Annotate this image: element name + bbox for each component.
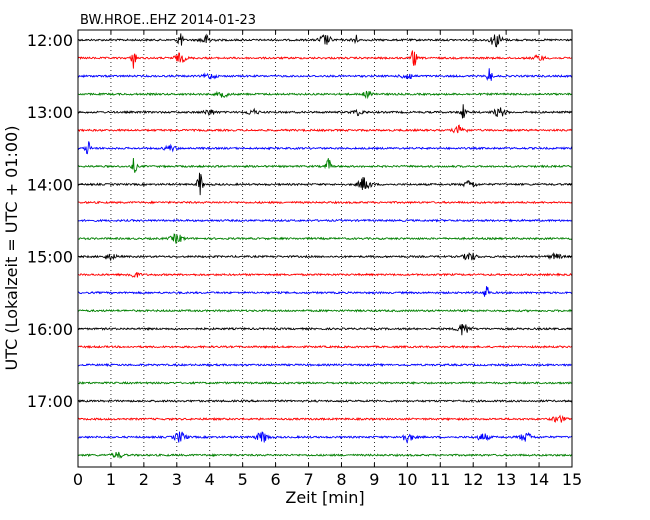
x-tick-label: 10 — [397, 470, 417, 489]
trace-14:45 — [77, 233, 573, 244]
grid — [110, 30, 540, 467]
plot-frame — [77, 29, 573, 468]
trace-17:00 — [77, 399, 573, 403]
y-tick-label: 13:00 — [27, 103, 73, 122]
trace-13:30 — [77, 141, 573, 155]
x-tick-label: 2 — [139, 470, 149, 489]
x-tick-label: 11 — [430, 470, 450, 489]
x-tick-label: 12 — [463, 470, 483, 489]
x-axis-label: Zeit [min] — [285, 488, 364, 507]
x-tick-label: 7 — [303, 470, 313, 489]
trace-17:30 — [77, 431, 573, 444]
trace-15:00 — [77, 251, 573, 262]
x-tick-label: 6 — [271, 470, 281, 489]
x-tick-label: 14 — [529, 470, 549, 489]
y-tick-label: 16:00 — [27, 320, 73, 339]
trace-15:30 — [77, 286, 573, 297]
x-tick-label: 1 — [106, 470, 116, 489]
y-axis-label: UTC (Lokalzeit = UTC + 01:00) — [2, 126, 21, 371]
traces — [77, 33, 573, 459]
x-tick-label: 5 — [238, 470, 248, 489]
axis-ticks: 0 1 2 3 4 5 6 7 8 9 10 11 12 13 14 1512:0013:0014:0015:… — [27, 30, 582, 489]
trace-12:15 — [77, 50, 573, 69]
x-tick-label: 15 — [562, 470, 582, 489]
trace-14:15 — [77, 200, 573, 205]
trace-12:45 — [77, 90, 573, 100]
trace-13:00 — [77, 104, 573, 119]
x-tick-label: 13 — [496, 470, 516, 489]
trace-14:00 — [77, 172, 573, 196]
x-tick-label: 0 — [73, 470, 83, 489]
trace-12:30 — [77, 68, 573, 81]
y-tick-label: 15:00 — [27, 248, 73, 267]
trace-16:30 — [77, 362, 573, 368]
trace-16:45 — [77, 381, 573, 385]
trace-13:45 — [77, 157, 573, 173]
x-tick-label: 8 — [336, 470, 346, 489]
trace-17:15 — [77, 414, 573, 423]
trace-16:15 — [77, 344, 573, 349]
x-tick-label: 4 — [205, 470, 215, 489]
x-tick-label: 3 — [172, 470, 182, 489]
y-tick-label: 14:00 — [27, 175, 73, 194]
y-tick-label: 17:00 — [27, 392, 73, 411]
trace-14:30 — [77, 218, 573, 223]
chart-title: BW.HROE..EHZ 2014-01-23 — [80, 13, 256, 28]
y-tick-label: 12:00 — [27, 31, 73, 50]
x-tick-label: 9 — [369, 470, 379, 489]
trace-15:15 — [77, 272, 573, 278]
trace-13:15 — [77, 124, 573, 134]
trace-12:00 — [77, 33, 573, 48]
trace-16:00 — [77, 324, 573, 336]
trace-15:45 — [77, 308, 573, 313]
trace-17:45 — [77, 451, 573, 459]
